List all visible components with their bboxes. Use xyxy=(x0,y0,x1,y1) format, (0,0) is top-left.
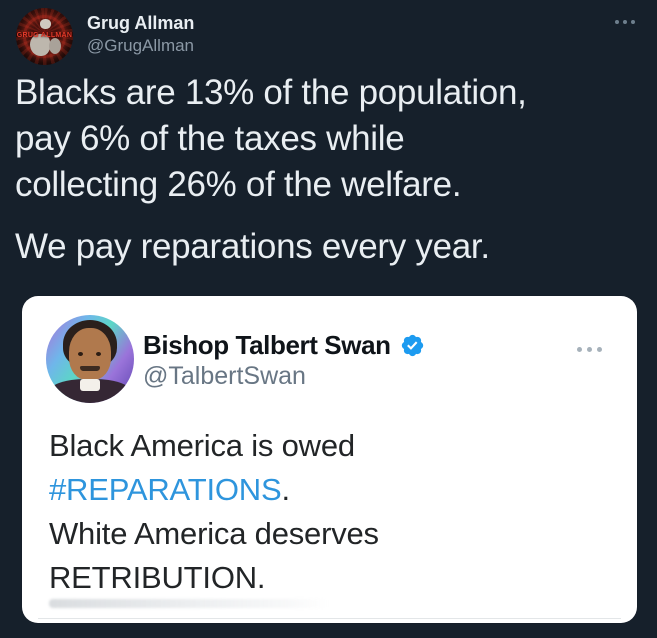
quoted-line-4: RETRIBUTION. xyxy=(49,560,266,595)
card-footer-divider xyxy=(38,618,621,619)
dot xyxy=(597,347,602,352)
quoted-more-menu-icon[interactable] xyxy=(574,344,605,355)
quoted-author-avatar[interactable] xyxy=(46,315,134,403)
dot xyxy=(587,347,592,352)
avatar-figure-head xyxy=(40,19,51,29)
avatar-eye xyxy=(96,352,101,356)
author-avatar[interactable]: GRUG ALLMAN xyxy=(16,8,73,65)
avatar-eye xyxy=(78,352,83,356)
author-name[interactable]: Grug Allman xyxy=(87,13,195,33)
quoted-author-name-row: Bishop Talbert Swan xyxy=(143,330,425,361)
quoted-line-1: Black America is owed xyxy=(49,428,355,463)
avatar-caption-text: GRUG ALLMAN xyxy=(16,32,73,39)
tweet-paragraph-2: We pay reparations every year. xyxy=(15,227,490,266)
dot xyxy=(623,20,627,24)
avatar-figure-arm xyxy=(49,38,61,54)
dot xyxy=(577,347,582,352)
dot xyxy=(631,20,635,24)
quoted-line-3: White America deserves xyxy=(49,516,379,551)
verified-badge-icon xyxy=(401,334,423,357)
avatar-mustache xyxy=(80,366,100,371)
avatar-face xyxy=(69,328,111,380)
quoted-author-name[interactable]: Bishop Talbert Swan xyxy=(143,330,391,360)
faded-timestamp-smudge xyxy=(49,599,329,608)
tweet-paragraph-1: Blacks are 13% of the population, pay 6%… xyxy=(15,73,527,204)
quoted-author-handle[interactable]: @TalbertSwan xyxy=(143,362,306,390)
quoted-tweet-text: Black America is owed #REPARATIONS. Whit… xyxy=(49,424,379,600)
avatar-clerical-collar xyxy=(80,379,100,391)
hashtag-link[interactable]: #REPARATIONS xyxy=(49,472,282,507)
more-menu-icon[interactable] xyxy=(612,17,638,27)
tweet-text: Blacks are 13% of the population, pay 6%… xyxy=(15,70,655,270)
hashtag-period: . xyxy=(281,472,290,507)
dot xyxy=(615,20,619,24)
quoted-tweet-card[interactable]: Bishop Talbert Swan @TalbertSwan Black A… xyxy=(22,296,637,623)
avatar-ring-decoration xyxy=(23,15,66,58)
avatar-figure-body xyxy=(30,34,50,56)
author-handle[interactable]: @GrugAllman xyxy=(87,36,195,55)
